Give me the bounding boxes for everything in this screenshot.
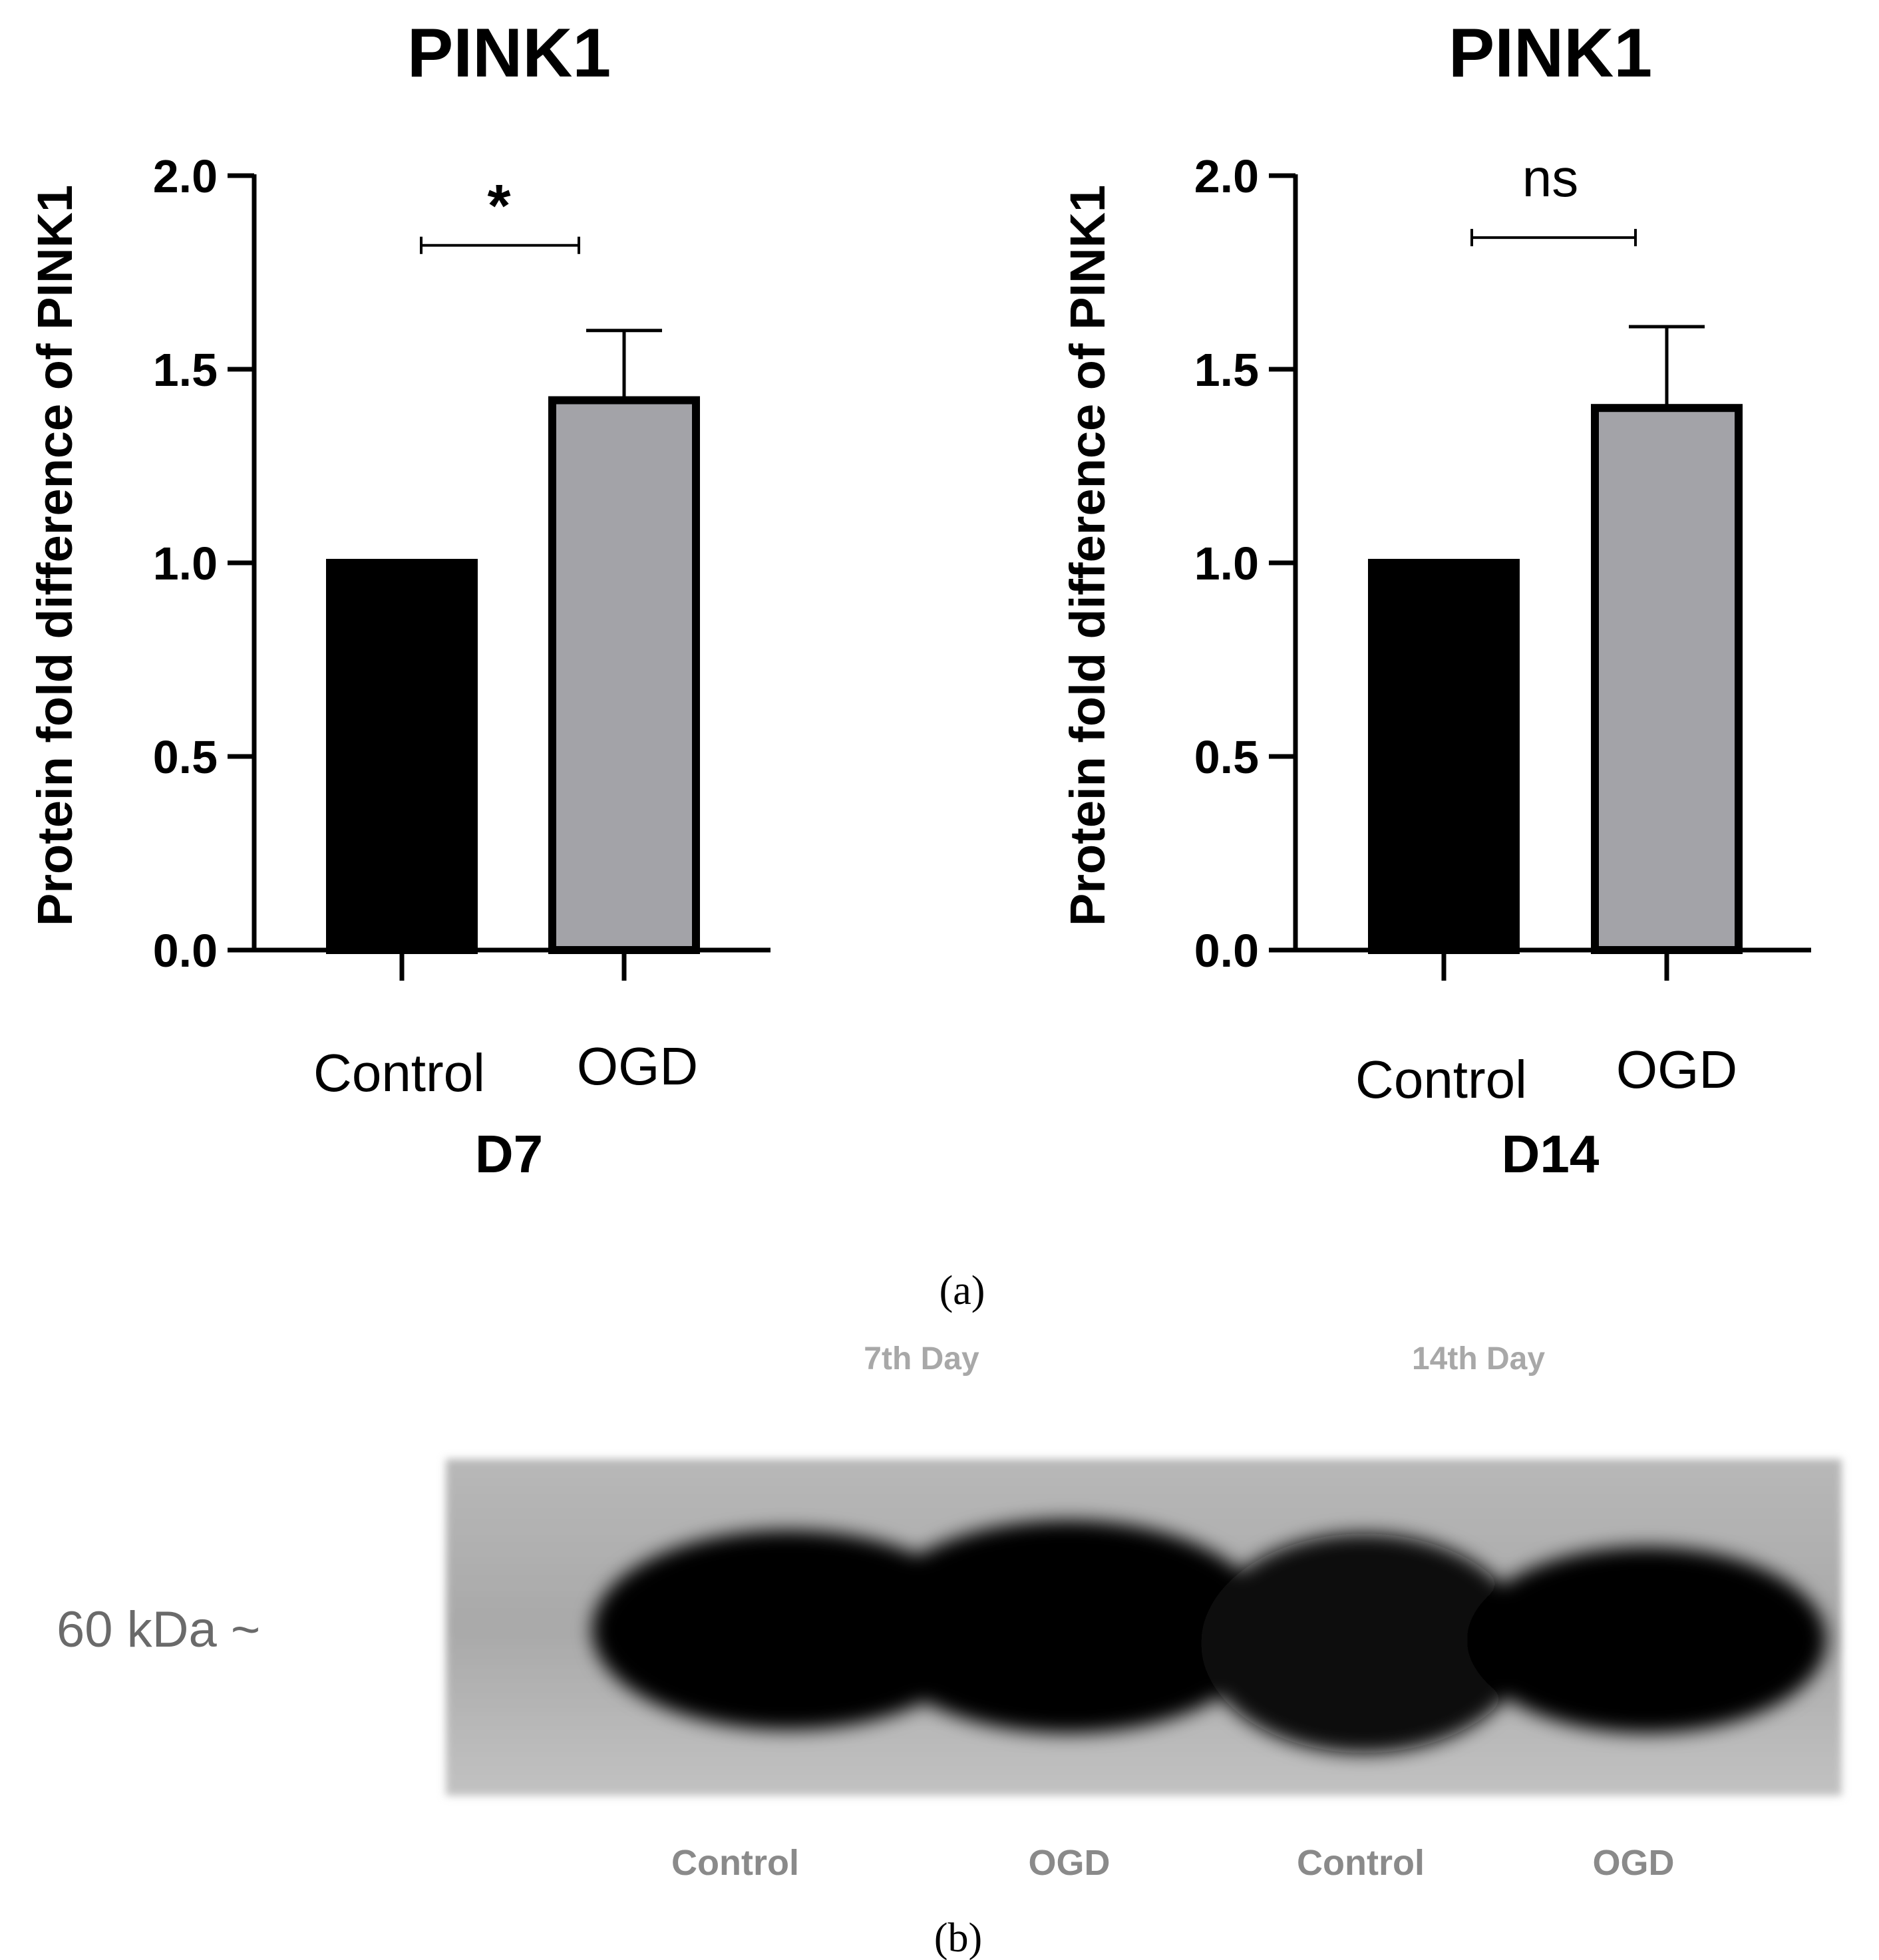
blot-lane-label-3: Control (1297, 1843, 1425, 1883)
chart-d7-category-control: Control (313, 1043, 485, 1102)
chart-d14-y-tick-label: 1.5 (1194, 344, 1259, 396)
chart-d14-y-tick-label: 2.0 (1194, 150, 1259, 202)
blot-lane-label-4: OGD (1592, 1843, 1674, 1883)
chart-d14-y-tick-label: 0.5 (1194, 731, 1259, 783)
blot-group-label-14th-day: 14th Day (1412, 1341, 1545, 1377)
chart-d14-category-control: Control (1355, 1050, 1527, 1109)
chart-d7: PINK1 Protein fold difference of PINK1 0… (27, 15, 770, 1184)
blot-lane-label-2: OGD (1028, 1843, 1110, 1883)
blot-group-label-7th-day: 7th Day (864, 1341, 979, 1377)
panel-label-b: (b) (934, 1915, 982, 1960)
chart-d7-y-tick-label: 2.0 (153, 150, 218, 202)
chart-d7-y-tick-label: 1.0 (153, 538, 218, 589)
chart-d7-significance-label: * (487, 173, 510, 240)
chart-d7-y-tick-label: 0.5 (153, 731, 218, 783)
blot-band-d14-ogd (1467, 1547, 1826, 1733)
chart-d7-category-ogd: OGD (577, 1037, 698, 1096)
blot-molecular-weight-marker: 60 kDa ~ (57, 1601, 260, 1658)
chart-d7-y-tick-label: 1.5 (153, 344, 218, 396)
chart-d14-bar-control (1368, 559, 1520, 954)
chart-d14-bar-ogd (1591, 404, 1743, 954)
chart-d14-significance-label: ns (1522, 148, 1579, 208)
chart-d14-category-ogd: OGD (1616, 1040, 1737, 1099)
chart-d14-y-axis-label: Protein fold difference of PINK1 (1060, 185, 1115, 926)
blot-lane-label-1: Control (671, 1843, 799, 1883)
chart-d7-title: PINK1 (407, 15, 611, 92)
panel-label-a: (a) (940, 1268, 985, 1313)
chart-d14-y-tick-label: 0.0 (1194, 925, 1259, 977)
western-blot: 7th Day 14th Day 60 kDa ~ Control OGD Co… (57, 1341, 1842, 1883)
chart-d14-y-tick-label: 1.0 (1194, 538, 1259, 589)
chart-d7-bar-ogd (548, 396, 700, 954)
chart-d7-y-axis-label: Protein fold difference of PINK1 (27, 185, 83, 926)
chart-d7-y-tick-label: 0.0 (153, 925, 218, 977)
chart-d14-title: PINK1 (1449, 15, 1652, 92)
chart-d7-x-axis-label: D7 (475, 1124, 543, 1184)
chart-d7-bar-control (326, 559, 478, 954)
blot-band-d14-control (1201, 1534, 1527, 1753)
blot-band-d7-ogd (865, 1520, 1271, 1733)
chart-d14: PINK1 Protein fold difference of PINK1 0… (1060, 15, 1811, 1184)
chart-d14-x-axis-label: D14 (1502, 1124, 1600, 1184)
